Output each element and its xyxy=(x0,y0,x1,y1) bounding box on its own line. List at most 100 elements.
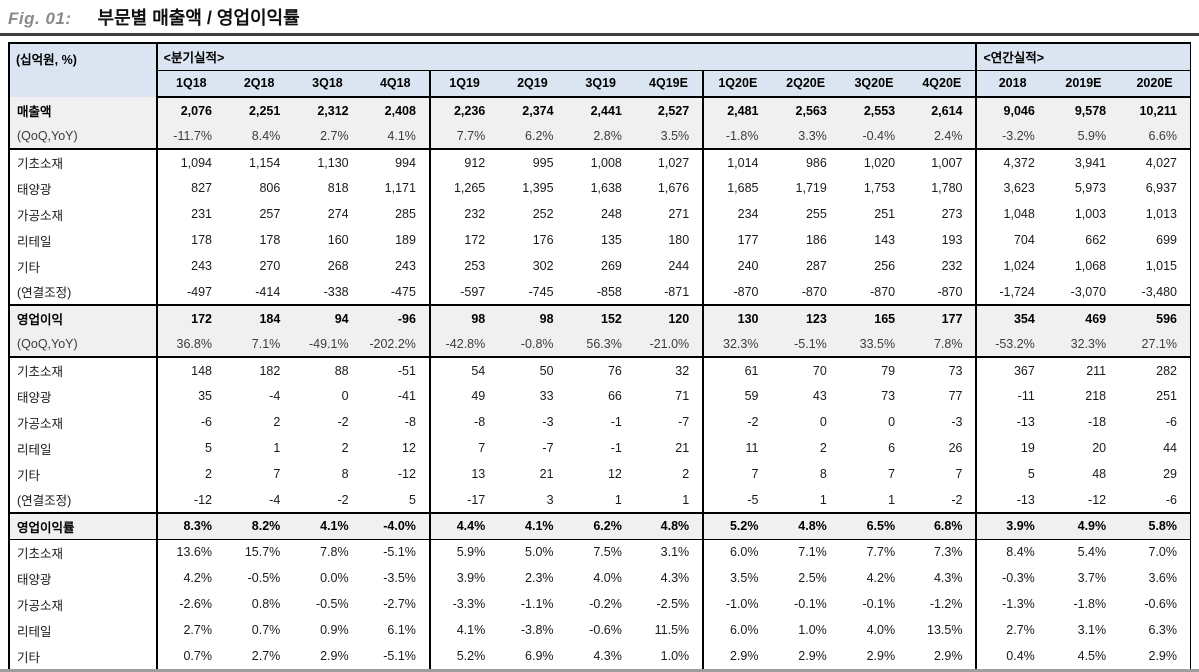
cell-value: -3.8% xyxy=(498,617,567,643)
cell-value: 32.3% xyxy=(703,331,772,358)
column-header: 2018 xyxy=(976,70,1048,98)
cell-value: 5.9% xyxy=(429,539,499,565)
cell-value: 1,007 xyxy=(908,149,978,175)
cell-value: 3.6% xyxy=(1119,565,1191,591)
cell-value: 123 xyxy=(771,305,840,331)
cell-value: 3.5% xyxy=(703,565,772,591)
cell-value: 2 xyxy=(634,461,705,487)
cell-value: 211 xyxy=(1047,357,1120,383)
cell-value: 4.1% xyxy=(498,513,567,540)
cell-value: 2,312 xyxy=(293,97,362,123)
cell-value: 3.1% xyxy=(1047,617,1120,643)
cell-value: -1.3% xyxy=(976,591,1048,617)
cell-value: 6.6% xyxy=(1119,123,1191,150)
cell-value: 704 xyxy=(976,227,1048,253)
column-header: 2Q18 xyxy=(224,70,294,98)
cell-value: 5 xyxy=(156,435,225,461)
cell-value: 232 xyxy=(908,253,978,279)
row-label: 태양광 xyxy=(9,565,158,591)
cell-value: 1 xyxy=(839,487,909,514)
cell-value: 4.1% xyxy=(361,123,431,150)
cell-value: 66 xyxy=(566,383,635,409)
cell-value: 2,553 xyxy=(839,97,909,123)
cell-value: 596 xyxy=(1119,305,1191,331)
cell-value: 248 xyxy=(566,201,635,227)
row-label: (QoQ,YoY) xyxy=(9,123,158,150)
cell-value: 7.0% xyxy=(1119,539,1191,565)
cell-value: 1,013 xyxy=(1119,201,1191,227)
cell-value: -871 xyxy=(634,279,705,306)
cell-value: 73 xyxy=(839,383,909,409)
cell-value: -51 xyxy=(361,357,431,383)
cell-value: 257 xyxy=(224,201,294,227)
cell-value: 32.3% xyxy=(1047,331,1120,358)
cell-value: -41 xyxy=(361,383,431,409)
cell-value: 189 xyxy=(361,227,431,253)
row-label: 가공소재 xyxy=(9,201,158,227)
cell-value: 43 xyxy=(771,383,840,409)
cell-value: 0.7% xyxy=(156,643,225,669)
cell-value: -5.1% xyxy=(361,643,431,669)
table-row: 기초소재 148 182 88 -51 54 50 76 32 61 70 79 73 367 211 282 xyxy=(9,357,1191,383)
cell-value: 1,048 xyxy=(976,201,1048,227)
cell-value: 12 xyxy=(361,435,431,461)
cell-value: -0.2% xyxy=(566,591,635,617)
cell-value: 4.2% xyxy=(156,565,225,591)
cell-value: 19 xyxy=(976,435,1048,461)
cell-value: 0.7% xyxy=(224,617,294,643)
cell-value: 0.8% xyxy=(224,591,294,617)
cell-value: 98 xyxy=(498,305,567,331)
cell-value: 3.9% xyxy=(429,565,499,591)
cell-value: 5.2% xyxy=(703,513,772,540)
cell-value: 4.1% xyxy=(293,513,362,540)
cell-value: 986 xyxy=(771,149,840,175)
table-row: 영업이익 172 184 94 -96 98 98 152 120 130 123 165 177 354… xyxy=(9,305,1191,331)
cell-value: 180 xyxy=(634,227,705,253)
cell-value: 11.5% xyxy=(634,617,705,643)
cell-value: 1 xyxy=(771,487,840,514)
table-row: 영업이익률 8.3% 8.2% 4.1% -4.0% 4.4% 4.1% 6.2% 4.8% 5.… xyxy=(9,513,1191,540)
cell-value: 2,251 xyxy=(224,97,294,123)
cell-value: 6.0% xyxy=(703,617,772,643)
cell-value: 172 xyxy=(429,227,499,253)
cell-value: 234 xyxy=(703,201,772,227)
cell-value: -2.7% xyxy=(361,591,431,617)
cell-value: 2.9% xyxy=(293,643,362,669)
cell-value: -8 xyxy=(361,409,431,435)
cell-value: 285 xyxy=(361,201,431,227)
cell-value: 2.7% xyxy=(156,617,225,643)
cell-value: 2 xyxy=(224,409,294,435)
cell-value: -202.2% xyxy=(361,331,431,358)
cell-value: 2,441 xyxy=(566,97,635,123)
cell-value: 1 xyxy=(224,435,294,461)
cell-value: 79 xyxy=(839,357,909,383)
cell-value: 1.0% xyxy=(771,617,840,643)
cell-value: 98 xyxy=(429,305,499,331)
cell-value: 54 xyxy=(429,357,499,383)
column-header: 1Q18 xyxy=(156,70,225,98)
annual-group-header: <연간실적> xyxy=(976,43,1191,71)
cell-value: 827 xyxy=(156,175,225,201)
table-row: (QoQ,YoY) -11.7% 8.4% 2.7% 4.1% 7.7% 6.2% 2.8% 3… xyxy=(9,123,1191,150)
cell-value: 255 xyxy=(771,201,840,227)
cell-value: -3,480 xyxy=(1119,279,1191,306)
cell-value: -42.8% xyxy=(429,331,499,358)
cell-value: 2.7% xyxy=(224,643,294,669)
cell-value: 287 xyxy=(771,253,840,279)
cell-value: 1,395 xyxy=(498,175,567,201)
cell-value: 15.7% xyxy=(224,539,294,565)
cell-value: 0.0% xyxy=(293,565,362,591)
cell-value: 8.3% xyxy=(156,513,225,540)
cell-value: 5.2% xyxy=(429,643,499,669)
table-row: (QoQ,YoY) 36.8% 7.1% -49.1% -202.2% -42.8% -0.… xyxy=(9,331,1191,358)
cell-value: 995 xyxy=(498,149,567,175)
cell-value: 6.3% xyxy=(1119,617,1191,643)
quarterly-group-header: <분기실적> xyxy=(156,43,978,71)
table-row: 가공소재 -6 2 -2 -8 -8 -3 -1 -7 -2 0 0 -3 -13 -18 -6 xyxy=(9,409,1191,435)
cell-value: 1,020 xyxy=(839,149,909,175)
cell-value: 7 xyxy=(839,461,909,487)
cell-value: 48 xyxy=(1047,461,1120,487)
table-row: 가공소재 -2.6% 0.8% -0.5% -2.7% -3.3% -1.1% -0.2% -2… xyxy=(9,591,1191,617)
cell-value: 20 xyxy=(1047,435,1120,461)
